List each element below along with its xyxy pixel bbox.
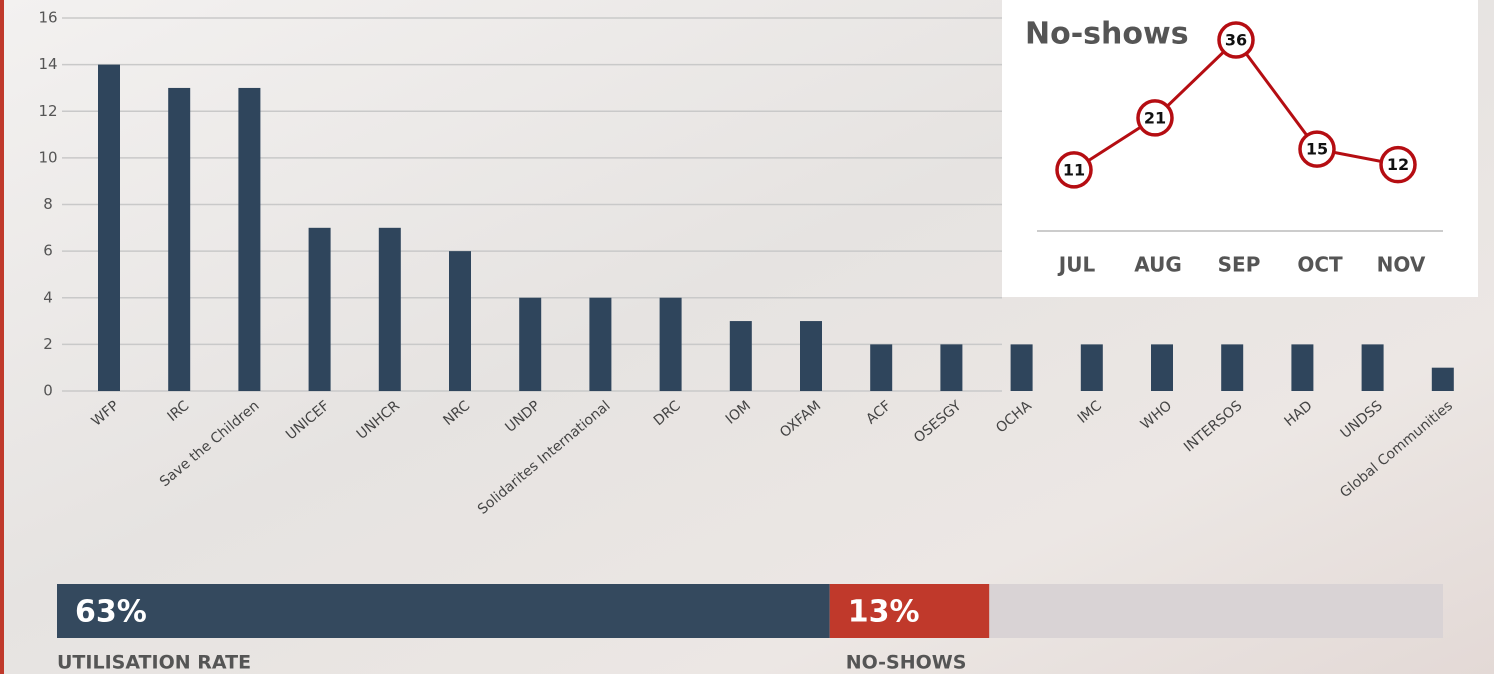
bar — [800, 321, 822, 391]
y-tick-label: 14 — [38, 55, 57, 73]
data-label: 63% — [75, 595, 147, 630]
x-tick-label: AUG — [1134, 253, 1182, 277]
bar-segment — [829, 584, 990, 638]
bar — [940, 344, 963, 391]
bar — [519, 297, 542, 391]
x-tick-label: OCT — [1297, 253, 1343, 277]
bar — [1080, 344, 1103, 391]
point — [1379, 145, 1417, 184]
x-tick-label: JUL — [1057, 253, 1096, 277]
y-tick-label: 10 — [38, 148, 57, 166]
data-label: 21 — [1144, 108, 1166, 127]
point — [1055, 151, 1093, 189]
bar — [1361, 344, 1384, 391]
inset-title: No-shows — [1025, 17, 1189, 52]
bar-segment — [57, 584, 830, 638]
point — [1298, 130, 1336, 168]
data-label: 12 — [1387, 155, 1409, 174]
bar — [449, 251, 471, 391]
bar — [238, 87, 261, 391]
y-tick-label: 4 — [43, 288, 53, 306]
bar — [98, 64, 120, 391]
bar — [1291, 344, 1314, 391]
y-tick-label: 8 — [43, 195, 53, 213]
bar — [1431, 367, 1454, 391]
legend-label: NO-SHOWS — [846, 652, 967, 674]
bar — [729, 321, 752, 391]
y-tick-label: 6 — [43, 242, 53, 260]
bar — [1151, 344, 1173, 391]
bar — [870, 344, 893, 391]
bar — [589, 297, 612, 391]
y-tick-label: 12 — [38, 102, 57, 120]
bar — [659, 297, 682, 391]
bar — [378, 227, 401, 391]
bar — [1010, 344, 1033, 391]
y-tick-label: 16 — [38, 9, 57, 27]
bar — [168, 87, 191, 391]
y-tick-label: 2 — [43, 335, 53, 353]
bar — [308, 227, 331, 391]
bar — [1221, 344, 1244, 391]
accent-border — [0, 0, 4, 674]
x-tick-label: SEP — [1218, 253, 1261, 277]
legend-label: UTILISATION RATE — [57, 652, 251, 674]
data-label: 36 — [1225, 31, 1247, 50]
data-label: 15 — [1306, 140, 1328, 159]
point — [1136, 99, 1174, 137]
data-label: 11 — [1063, 160, 1085, 179]
x-tick-label: NOV — [1377, 253, 1426, 277]
y-tick-label: 0 — [43, 382, 53, 400]
point — [1217, 21, 1255, 59]
data-label: 13% — [848, 595, 920, 630]
